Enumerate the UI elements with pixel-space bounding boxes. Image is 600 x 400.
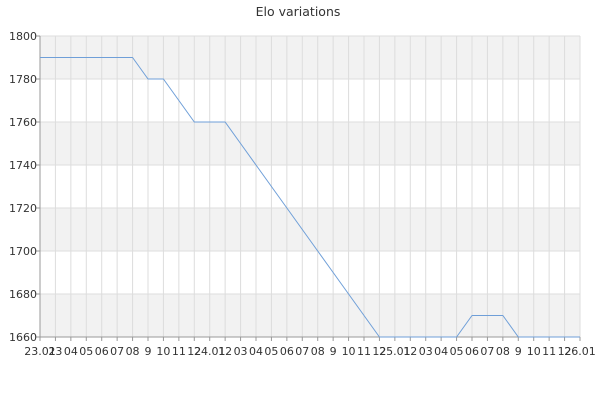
data-point <box>162 78 164 80</box>
data-point <box>224 121 226 123</box>
data-point <box>548 336 550 338</box>
data-point <box>239 142 241 144</box>
x-tick-label: 10 <box>156 345 170 358</box>
data-point <box>301 228 303 230</box>
x-tick-label: 23.01 <box>24 345 56 358</box>
x-tick-label: 07 <box>480 345 494 358</box>
x-tick-label: 12 <box>218 345 232 358</box>
y-tick-label: 1780 <box>9 73 37 86</box>
plot-bands <box>40 36 580 337</box>
data-point <box>131 56 133 58</box>
x-tick-label: 03 <box>419 345 433 358</box>
y-tick-label: 1740 <box>9 159 37 172</box>
x-tick-label: 11 <box>357 345 371 358</box>
y-tick-label: 1760 <box>9 116 37 129</box>
data-point <box>347 293 349 295</box>
data-point <box>39 56 41 58</box>
x-tick-label: 04 <box>434 345 448 358</box>
data-point <box>209 121 211 123</box>
data-point <box>270 185 272 187</box>
data-point <box>533 336 535 338</box>
data-point <box>255 164 257 166</box>
x-tick-label: 08 <box>496 345 510 358</box>
x-tick-label: 12 <box>558 345 572 358</box>
data-point <box>502 314 504 316</box>
data-point <box>101 56 103 58</box>
x-tick-label: 10 <box>342 345 356 358</box>
chart-title: Elo variations <box>256 4 341 19</box>
x-tick-label: 08 <box>126 345 140 358</box>
horizontal-gridlines <box>40 35 580 338</box>
x-tick-label: 24.01 <box>194 345 226 358</box>
x-tick-label: 05 <box>79 345 93 358</box>
y-axis: 1660 1680 1700 1720 1740 1760 1780 1800 <box>9 30 41 344</box>
grid-band <box>40 208 580 251</box>
data-point <box>579 336 581 338</box>
data-point <box>116 56 118 58</box>
data-point <box>70 56 72 58</box>
y-tick-label: 1680 <box>9 288 37 301</box>
y-tick-label: 1700 <box>9 245 37 258</box>
data-point <box>409 336 411 338</box>
data-point <box>193 121 195 123</box>
data-point <box>54 56 56 58</box>
x-tick-label: 07 <box>110 345 124 358</box>
y-tick-label: 1720 <box>9 202 37 215</box>
x-tick-label: 11 <box>172 345 186 358</box>
x-tick-label: 9 <box>330 345 337 358</box>
vertical-gridlines <box>39 36 581 337</box>
series-line-0 <box>40 57 580 338</box>
x-tick-label: 05 <box>264 345 278 358</box>
x-tick-label: 03 <box>234 345 248 358</box>
y-tick-label: 1800 <box>9 30 37 43</box>
x-tick-label: 05 <box>450 345 464 358</box>
data-point <box>317 250 319 252</box>
x-tick-label: 11 <box>542 345 556 358</box>
x-tick-label: 04 <box>249 345 263 358</box>
data-point <box>378 336 380 338</box>
x-tick-label: 04 <box>64 345 78 358</box>
data-point <box>85 56 87 58</box>
x-tick-label: 08 <box>311 345 325 358</box>
x-tick-label: 9 <box>145 345 152 358</box>
x-tick-label: 06 <box>95 345 109 358</box>
data-point <box>486 314 488 316</box>
data-point <box>147 78 149 80</box>
y-tick-label: 1660 <box>9 331 37 344</box>
x-tick-label: 23 <box>48 345 62 358</box>
data-point <box>440 336 442 338</box>
data-point <box>425 336 427 338</box>
x-tick-label: 07 <box>295 345 309 358</box>
data-point <box>332 271 334 273</box>
x-tick-label: 9 <box>515 345 522 358</box>
data-point <box>517 336 519 338</box>
series-layer <box>39 56 581 338</box>
x-tick-label: 10 <box>527 345 541 358</box>
grid-band <box>40 122 580 165</box>
x-tick-label: 12 <box>187 345 201 358</box>
data-point <box>471 314 473 316</box>
data-point <box>563 336 565 338</box>
data-point <box>455 336 457 338</box>
x-tick-label: 12 <box>403 345 417 358</box>
data-point <box>363 314 365 316</box>
data-point <box>178 99 180 101</box>
data-point <box>394 336 396 338</box>
x-tick-label: 25.01 <box>379 345 411 358</box>
x-tick-label: 12 <box>372 345 386 358</box>
x-tick-label: 06 <box>280 345 294 358</box>
x-tick-label: 26.01 <box>564 345 596 358</box>
data-point <box>286 207 288 209</box>
x-tick-label: 06 <box>465 345 479 358</box>
